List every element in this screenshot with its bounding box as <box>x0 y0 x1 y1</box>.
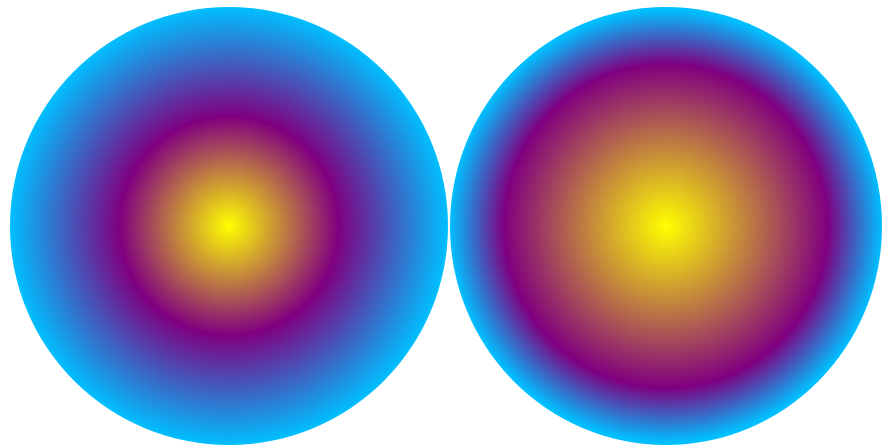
radial-gradient-circle-skewed <box>450 7 882 445</box>
radial-gradient-circle-even <box>10 7 448 445</box>
